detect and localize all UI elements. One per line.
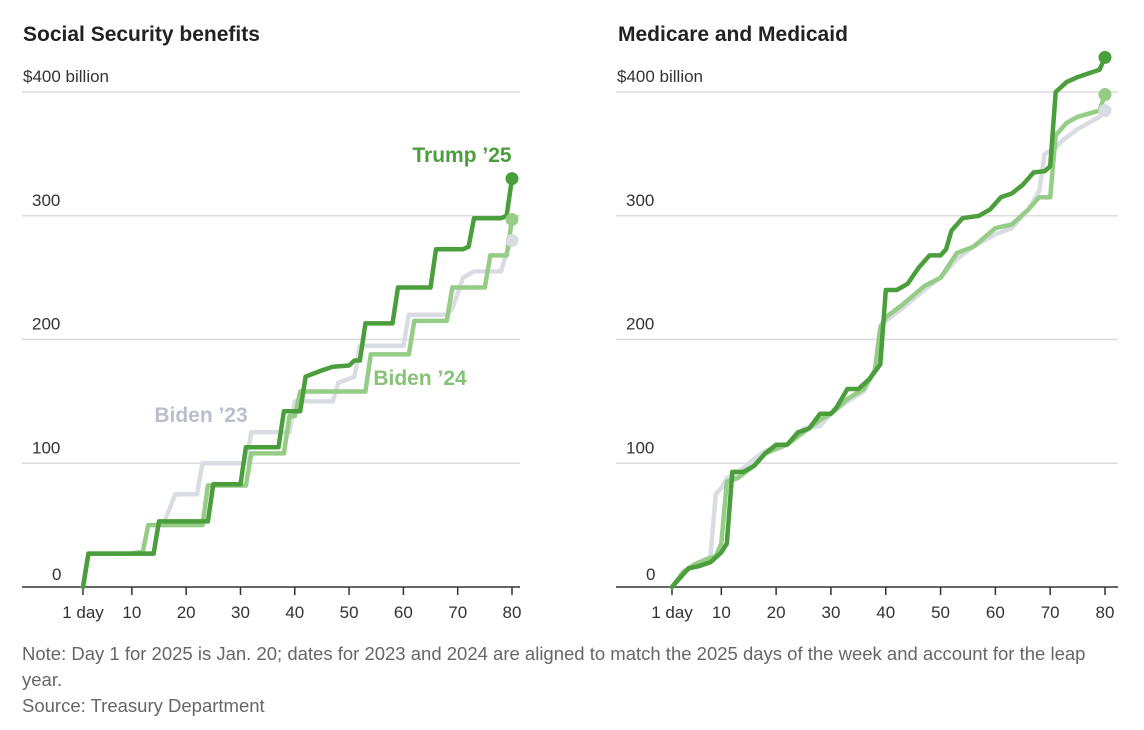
series-end-point	[1098, 104, 1112, 118]
series-line	[80, 217, 515, 590]
x-tick-label: 40	[285, 603, 304, 622]
chart-title: Medicare and Medicaid	[618, 23, 848, 46]
series-end-point	[505, 212, 519, 226]
x-tick-label: 10	[122, 603, 141, 622]
x-tick-label: 30	[821, 603, 840, 622]
series-line	[669, 108, 1108, 590]
series-end-point	[505, 234, 519, 247]
y-tick-label: 200	[32, 315, 60, 334]
y-tick-label: 100	[32, 438, 60, 457]
source-text: Source: Treasury Department	[22, 695, 265, 716]
y-tick-label: 100	[626, 438, 654, 457]
y-tick-label: 300	[626, 191, 654, 210]
x-tick-label: 20	[177, 603, 196, 622]
chart-title: Social Security benefits	[23, 23, 260, 46]
y-tick-label: $400 billion	[23, 67, 109, 86]
x-tick-label: 70	[448, 603, 467, 622]
y-tick-label: 200	[626, 315, 654, 334]
x-tick-label: 20	[767, 603, 786, 622]
chart-svg: 0 100 200 300 $400 billion 1 day 10 20 30 40 50 60 7…	[616, 50, 1118, 622]
note-text: Note: Day 1 for 2025 is Jan. 20; dates f…	[22, 643, 1086, 690]
x-tick-label: 40	[876, 603, 895, 622]
series-line	[669, 55, 1108, 590]
x-tick-label: 70	[1041, 603, 1060, 622]
x-tick-label: 50	[340, 603, 359, 622]
series-line	[669, 92, 1108, 590]
chart-svg: 0 100 200 300 $400 billion 1 day 10 20 30 40 50 60 7…	[22, 67, 522, 622]
x-tick-label: 60	[394, 603, 413, 622]
series-line	[80, 176, 515, 590]
x-tick-label: 10	[712, 603, 731, 622]
y-tick-label: 0	[52, 565, 61, 584]
x-tick-label: 80	[1096, 603, 1115, 622]
y-tick-label: 300	[32, 191, 60, 210]
x-tick-label: 80	[503, 603, 522, 622]
series-label: Biden ’24	[373, 367, 467, 390]
series-end-point	[1098, 50, 1112, 64]
x-tick-label: 50	[931, 603, 950, 622]
series-label: Trump ’25	[412, 144, 512, 167]
chart-note: Note: Day 1 for 2025 is Jan. 20; dates f…	[22, 641, 1122, 719]
y-tick-label: $400 billion	[617, 67, 703, 86]
x-tick-label: 60	[986, 603, 1005, 622]
series-end-point	[1098, 87, 1112, 101]
x-tick-label: 1 day	[651, 603, 693, 622]
x-tick-label: 1 day	[62, 603, 104, 622]
y-tick-label: 0	[646, 565, 655, 584]
series-label: Biden ’23	[154, 404, 247, 427]
series-end-point	[505, 172, 519, 186]
x-tick-label: 30	[231, 603, 250, 622]
